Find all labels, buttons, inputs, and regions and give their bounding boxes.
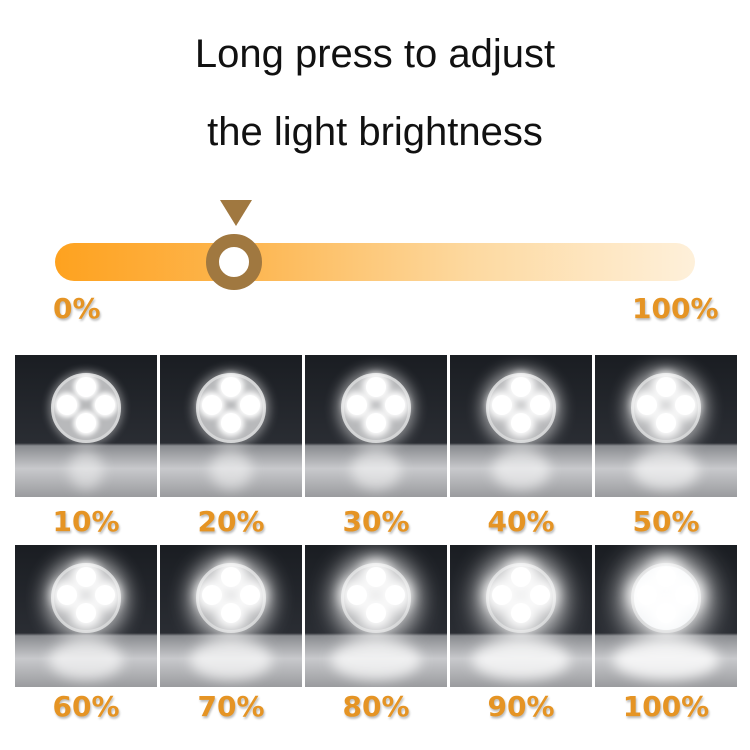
led-dot — [511, 413, 531, 433]
led-dot — [366, 377, 386, 397]
puck-light — [196, 563, 266, 633]
floor-reflection — [49, 640, 123, 680]
brightness-sample-image — [450, 545, 592, 687]
puck-light — [51, 373, 121, 443]
puck-light — [196, 373, 266, 443]
brightness-percent-label: 50% — [632, 505, 700, 538]
puck-light — [341, 563, 411, 633]
led-dot — [656, 413, 676, 433]
brightness-sample-image — [15, 355, 157, 497]
led-dot — [95, 585, 115, 605]
led-dot — [530, 395, 550, 415]
led-dot — [347, 585, 367, 605]
floor-reflection — [69, 450, 103, 490]
floor-reflection — [633, 450, 699, 490]
brightness-sample-image — [160, 355, 302, 497]
led-dot — [221, 413, 241, 433]
led-dot — [511, 377, 531, 397]
brightness-percent-label: 70% — [197, 690, 265, 723]
led-dot — [57, 585, 77, 605]
led-dot — [76, 603, 96, 623]
led-dot — [385, 585, 405, 605]
floor-reflection — [472, 640, 570, 680]
floor-reflection — [210, 450, 252, 490]
led-dot — [385, 395, 405, 415]
floor-reflection — [492, 450, 550, 490]
puck-light — [631, 563, 701, 633]
brightness-sample-image — [595, 355, 737, 497]
puck-light — [51, 563, 121, 633]
led-dot — [656, 377, 676, 397]
brightness-sample-image — [305, 355, 447, 497]
led-dot — [221, 567, 241, 587]
led-dot — [366, 567, 386, 587]
led-dot — [240, 395, 260, 415]
slider-max-label: 100% — [632, 292, 719, 325]
led-dot — [637, 585, 657, 605]
led-dot — [366, 413, 386, 433]
led-dot — [492, 585, 512, 605]
brightness-percent-label: 100% — [622, 690, 710, 723]
led-dot — [530, 585, 550, 605]
led-dot — [240, 585, 260, 605]
brightness-percent-label: 20% — [197, 505, 265, 538]
brightness-sample-image — [15, 545, 157, 687]
led-dot — [57, 395, 77, 415]
brightness-sample-image — [595, 545, 737, 687]
pointer-triangle-icon — [220, 200, 253, 226]
brightness-percent-label: 60% — [52, 690, 120, 723]
brightness-percent-label: 80% — [342, 690, 410, 723]
floor-reflection — [190, 640, 272, 680]
brightness-sample-image — [305, 545, 447, 687]
led-dot — [347, 395, 367, 415]
puck-light — [631, 373, 701, 443]
brightness-percent-label: 10% — [52, 505, 120, 538]
slider-min-label: 0% — [53, 292, 101, 325]
brightness-sample-image — [160, 545, 302, 687]
led-dot — [656, 603, 676, 623]
led-dot — [95, 395, 115, 415]
led-dot — [221, 377, 241, 397]
floor-reflection — [331, 640, 421, 680]
led-dot — [366, 603, 386, 623]
led-dot — [76, 413, 96, 433]
led-dot — [675, 585, 695, 605]
brightness-slider-knob[interactable] — [206, 234, 263, 290]
brightness-percent-label: 40% — [487, 505, 555, 538]
puck-light — [341, 373, 411, 443]
brightness-slider-track[interactable] — [55, 243, 695, 281]
led-dot — [76, 377, 96, 397]
led-dot — [656, 567, 676, 587]
led-dot — [221, 603, 241, 623]
led-dot — [637, 395, 657, 415]
puck-light — [486, 373, 556, 443]
led-dot — [492, 395, 512, 415]
led-dot — [202, 395, 222, 415]
heading-line-2: the light brightness — [207, 110, 543, 154]
led-dot — [202, 585, 222, 605]
floor-reflection — [613, 640, 719, 680]
led-dot — [675, 395, 695, 415]
brightness-percent-label: 90% — [487, 690, 555, 723]
heading-line-1: Long press to adjust — [194, 32, 556, 76]
floor-reflection — [351, 450, 401, 490]
brightness-sample-image — [450, 355, 592, 497]
led-dot — [76, 567, 96, 587]
led-dot — [511, 603, 531, 623]
puck-light — [486, 563, 556, 633]
brightness-percent-label: 30% — [342, 505, 410, 538]
led-dot — [511, 567, 531, 587]
